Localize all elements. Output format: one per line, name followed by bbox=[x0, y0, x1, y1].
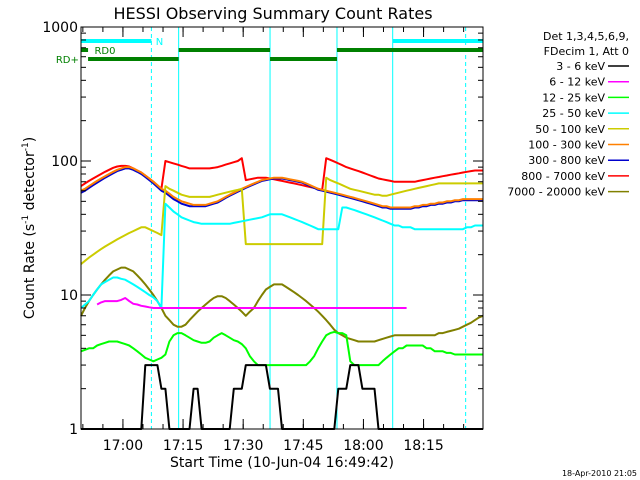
legend-entry-label: 50 - 100 keV bbox=[535, 123, 605, 136]
interval-label: RD0 bbox=[94, 46, 115, 57]
interval-label: RD+ bbox=[56, 55, 79, 66]
series-line bbox=[80, 330, 483, 367]
legend-entry-label: 800 - 7000 keV bbox=[521, 170, 605, 183]
observing-intervals: N RD0 RD+ bbox=[56, 37, 483, 66]
plot-frame bbox=[80, 26, 484, 430]
plot-timestamp: 18-Apr-2010 21:05 bbox=[562, 469, 637, 478]
x-axis: 17:00 17:15 17:30 17:45 18:00 18:15 bbox=[82, 27, 465, 454]
y-axis: 1 10 100 1000 bbox=[42, 20, 483, 438]
y-tick-label: 100 bbox=[51, 154, 78, 170]
chart-title: HESSI Observing Summary Count Rates bbox=[113, 4, 432, 23]
x-axis-label: Start Time (10-Jun-04 16:49:42) bbox=[170, 455, 394, 471]
x-tick-label: 18:00 bbox=[343, 438, 383, 454]
y-tick-label: 10 bbox=[60, 288, 78, 304]
legend: Det 1,3,4,5,6,9, FDecim 1, Att 0 3 - 6 keV… bbox=[507, 30, 629, 199]
y-tick-label: 1000 bbox=[42, 20, 78, 36]
legend-header: Det 1,3,4,5,6,9, bbox=[543, 30, 629, 43]
legend-header: FDecim 1, Att 0 bbox=[544, 45, 629, 58]
interval-label: N bbox=[156, 37, 163, 48]
series-line bbox=[81, 364, 483, 430]
x-tick-label: 17:15 bbox=[163, 438, 203, 454]
series-line bbox=[80, 176, 483, 265]
y-tick-label: 1 bbox=[69, 422, 78, 438]
x-tick-label: 17:30 bbox=[223, 438, 263, 454]
legend-entry-label: 300 - 800 keV bbox=[528, 154, 605, 167]
legend-entry-label: 25 - 50 keV bbox=[542, 107, 605, 120]
series-line bbox=[80, 266, 484, 343]
series-line bbox=[80, 166, 483, 209]
series-line bbox=[80, 167, 483, 210]
y-axis-label: Count Rate (s-1 detector-1) bbox=[21, 137, 38, 319]
series-line bbox=[96, 297, 407, 309]
legend-entry-label: 6 - 12 keV bbox=[549, 76, 605, 89]
legend-entry-label: 100 - 300 keV bbox=[528, 139, 605, 152]
series-layer bbox=[80, 27, 484, 430]
legend-entry-label: 12 - 25 keV bbox=[542, 91, 605, 104]
legend-entry-label: 7000 - 20000 keV bbox=[507, 186, 605, 199]
x-tick-label: 18:15 bbox=[403, 438, 443, 454]
legend-entry-label: 3 - 6 keV bbox=[556, 60, 605, 73]
x-tick-label: 17:45 bbox=[283, 438, 323, 454]
x-tick-label: 17:00 bbox=[103, 438, 143, 454]
series-line bbox=[80, 202, 483, 309]
